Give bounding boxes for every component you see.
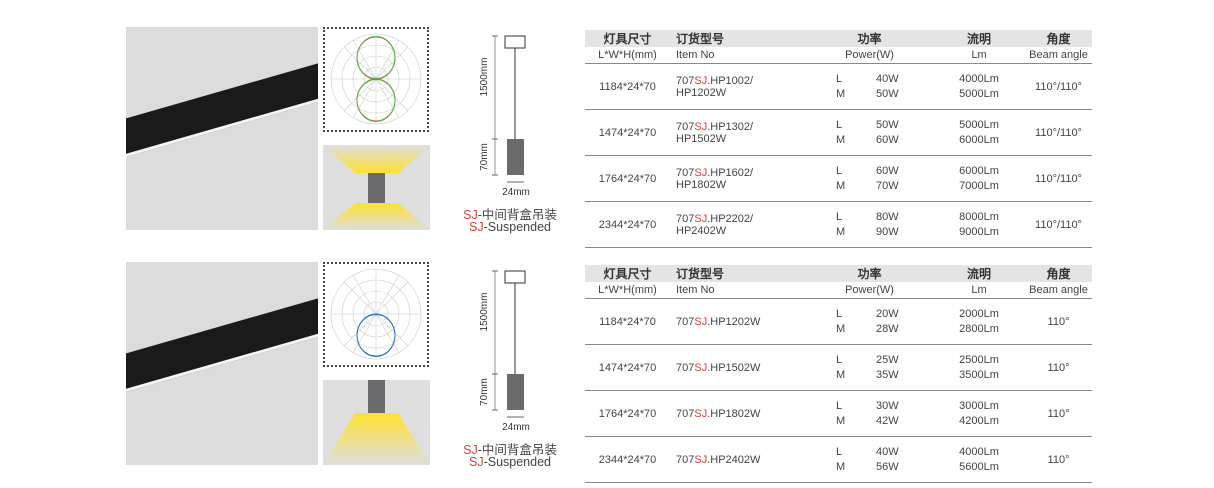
beam-angle-cell: 110° [1025,436,1092,483]
lumen-cell: 6000Lm 7000Lm [933,155,1026,202]
spec-table: 灯具尺寸 订货型号 功率 流明 角度 L*W*H(mm) Item No Power(W) L… [585,265,1092,483]
mount-caption-en: SJ-Suspended [468,220,551,234]
mount-caption-cn: SJ-中间背盒吊装 [463,443,557,457]
power-cell: 30W 42W [876,390,934,437]
polar-light-distribution-diagram [323,27,429,132]
size-cell: 1764*24*70 [585,390,670,437]
width-label: 24mm [502,187,530,198]
beam-angle-cell: 110° [1025,390,1092,437]
lumen-cell: 2000Lm 2800Lm [933,298,1026,345]
size-cell: 2344*24*70 [585,201,670,248]
product-photo [126,27,318,230]
item-no-cell: 707SJ.HP1802W [670,390,806,437]
beam-angle-cell: 110°/110° [1025,201,1092,248]
power-cell: 25W 35W [876,344,934,391]
power-cell: 50W 60W [876,109,934,156]
size-cell: 1474*24*70 [585,109,670,156]
spec-table: 灯具尺寸 订货型号 功率 流明 角度 L*W*H(mm) Item No Power(W) L… [585,30,1092,248]
beam-illustration [323,380,430,465]
size-cell: 1474*24*70 [585,344,670,391]
polar-light-distribution-diagram [323,262,429,367]
item-no-cell: 707SJ.HP2202/HP2402W [670,201,806,248]
cable-length-label: 1500mm [479,293,490,332]
power-cell: 40W 56W [876,436,934,483]
body-height-label: 70mm [479,143,490,171]
product-block: 1500mm 70mm 24mm SJ-中间背盒吊装 SJ-Suspended … [0,27,1214,248]
item-no-cell: 707SJ.HP2402W [670,436,806,483]
item-no-cell: 707SJ.HP1002/HP1202W [670,63,806,110]
lumen-cell: 2500Lm 3500Lm [933,344,1026,391]
power-cell: 60W 70W [876,155,934,202]
product-photo [126,262,318,465]
mount-caption-cn: SJ-中间背盒吊装 [463,208,557,222]
beam-angle-cell: 110° [1025,298,1092,345]
size-cell: 1184*24*70 [585,63,670,110]
power-cell: 80W 90W [876,201,934,248]
power-cell: 40W 50W [876,63,934,110]
lumen-cell: 3000Lm 4200Lm [933,390,1026,437]
lumen-cell: 8000Lm 9000Lm [933,201,1026,248]
body-height-label: 70mm [479,378,490,406]
mount-caption-en: SJ-Suspended [468,455,551,469]
beam-angle-cell: 110° [1025,344,1092,391]
beam-angle-cell: 110°/110° [1025,155,1092,202]
item-no-cell: 707SJ.HP1502W [670,344,806,391]
size-cell: 1184*24*70 [585,298,670,345]
lumen-cell: 5000Lm 6000Lm [933,109,1026,156]
beam-angle-cell: 110°/110° [1025,109,1092,156]
lumen-cell: 4000Lm 5000Lm [933,63,1026,110]
dimension-drawing: 1500mm 70mm 24mm [479,270,530,433]
beam-illustration [323,145,430,230]
dimension-drawing: 1500mm 70mm 24mm [479,35,530,198]
cable-length-label: 1500mm [479,58,490,97]
width-label: 24mm [502,422,530,433]
item-no-cell: 707SJ.HP1602/HP1802W [670,155,806,202]
beam-angle-cell: 110°/110° [1025,63,1092,110]
lumen-cell: 4000Lm 5600Lm [933,436,1026,483]
item-no-cell: 707SJ.HP1202W [670,298,806,345]
size-cell: 2344*24*70 [585,436,670,483]
item-no-cell: 707SJ.HP1302/HP1502W [670,109,806,156]
product-block: 1500mm 70mm 24mm SJ-中间背盒吊装 SJ-Suspended … [0,262,1214,483]
size-cell: 1764*24*70 [585,155,670,202]
power-cell: 20W 28W [876,298,934,345]
